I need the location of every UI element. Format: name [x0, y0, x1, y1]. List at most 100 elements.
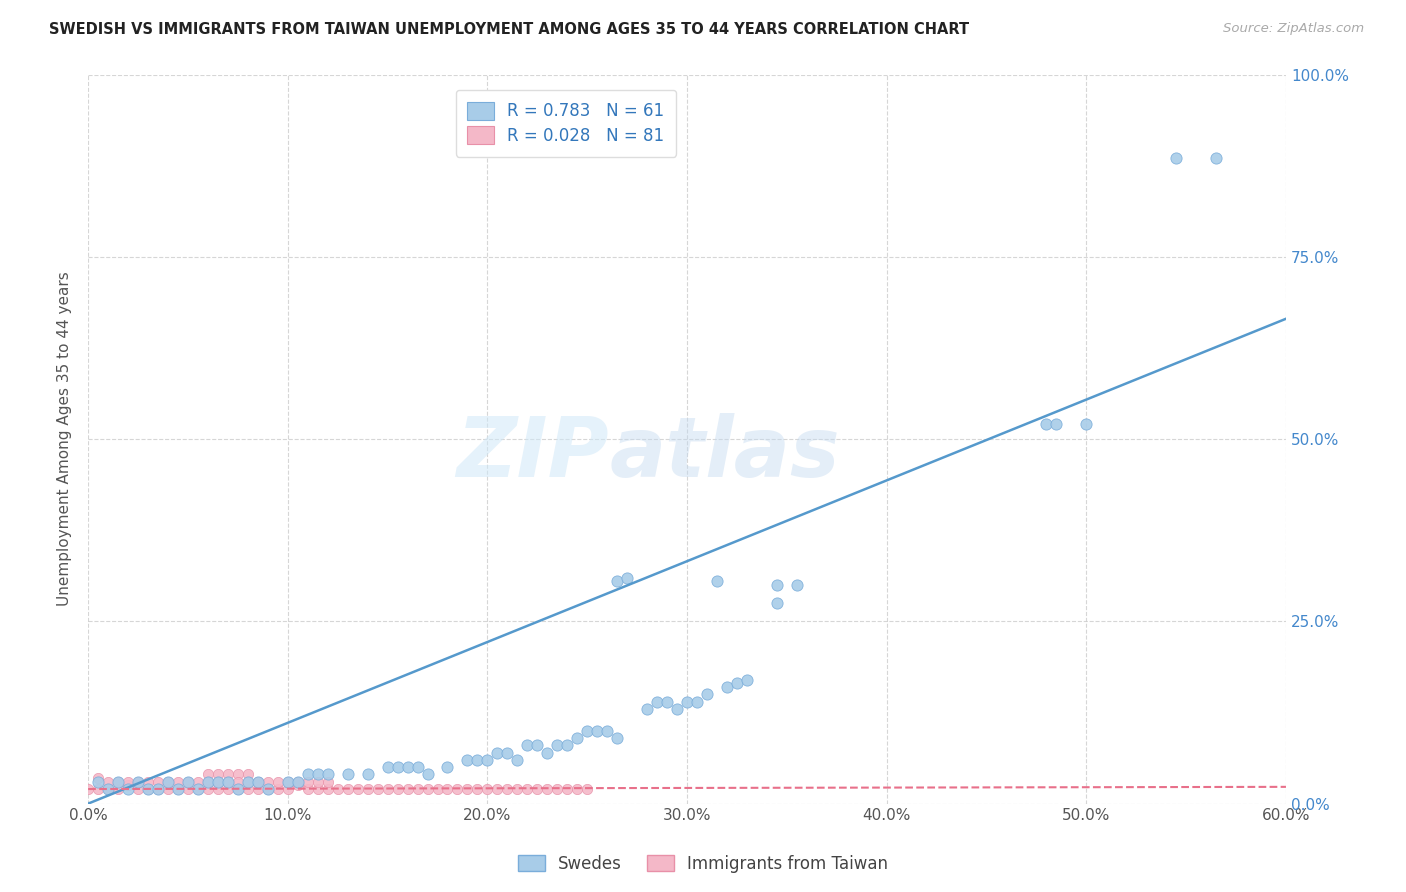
- Point: [217, 774, 239, 789]
- Point: [87, 774, 110, 789]
- Point: [316, 782, 339, 797]
- Point: [107, 774, 129, 789]
- Point: [97, 782, 120, 797]
- Point: [645, 694, 668, 708]
- Point: [387, 782, 409, 797]
- Point: [506, 782, 529, 797]
- Point: [406, 760, 429, 774]
- Point: [576, 723, 599, 738]
- Point: [127, 774, 149, 789]
- Point: [1035, 417, 1057, 432]
- Point: [456, 782, 478, 797]
- Point: [536, 782, 558, 797]
- Point: [117, 778, 139, 792]
- Point: [725, 676, 748, 690]
- Point: [655, 694, 678, 708]
- Point: [236, 767, 259, 781]
- Point: [307, 774, 329, 789]
- Point: [546, 782, 568, 797]
- Point: [287, 774, 309, 789]
- Point: [156, 774, 179, 789]
- Point: [606, 574, 628, 589]
- Point: [546, 739, 568, 753]
- Point: [766, 596, 789, 610]
- Point: [127, 774, 149, 789]
- Point: [1076, 417, 1098, 432]
- Point: [97, 774, 120, 789]
- Text: ZIP: ZIP: [457, 413, 609, 494]
- Point: [477, 753, 499, 767]
- Point: [236, 782, 259, 797]
- Point: [246, 774, 269, 789]
- Point: [167, 782, 190, 797]
- Point: [326, 782, 349, 797]
- Point: [127, 782, 149, 797]
- Point: [356, 782, 378, 797]
- Point: [426, 782, 449, 797]
- Point: [246, 774, 269, 789]
- Point: [177, 774, 200, 789]
- Point: [167, 782, 190, 797]
- Point: [446, 782, 468, 797]
- Point: [436, 782, 458, 797]
- Point: [506, 753, 529, 767]
- Point: [555, 782, 578, 797]
- Point: [226, 767, 249, 781]
- Point: [156, 774, 179, 789]
- Point: [77, 782, 100, 797]
- Point: [336, 767, 359, 781]
- Point: [346, 782, 368, 797]
- Legend: R = 0.783   N = 61, R = 0.028   N = 81: R = 0.783 N = 61, R = 0.028 N = 81: [456, 90, 676, 157]
- Point: [246, 774, 269, 789]
- Point: [735, 673, 758, 687]
- Point: [97, 782, 120, 797]
- Point: [636, 702, 658, 716]
- Point: [207, 774, 229, 789]
- Point: [187, 774, 209, 789]
- Point: [316, 774, 339, 789]
- Point: [567, 731, 589, 745]
- Point: [277, 774, 299, 789]
- Point: [616, 571, 638, 585]
- Point: [277, 774, 299, 789]
- Point: [297, 774, 319, 789]
- Point: [177, 774, 200, 789]
- Point: [117, 774, 139, 789]
- Point: [596, 723, 619, 738]
- Point: [287, 778, 309, 792]
- Point: [307, 767, 329, 781]
- Point: [576, 782, 599, 797]
- Point: [606, 731, 628, 745]
- Point: [716, 680, 738, 694]
- Point: [146, 774, 169, 789]
- Point: [217, 767, 239, 781]
- Text: atlas: atlas: [609, 413, 839, 494]
- Y-axis label: Unemployment Among Ages 35 to 44 years: Unemployment Among Ages 35 to 44 years: [58, 272, 72, 607]
- Point: [396, 782, 419, 797]
- Point: [436, 760, 458, 774]
- Point: [187, 782, 209, 797]
- Point: [486, 782, 509, 797]
- Point: [416, 782, 439, 797]
- Point: [156, 782, 179, 797]
- Point: [555, 739, 578, 753]
- Point: [246, 782, 269, 797]
- Point: [297, 782, 319, 797]
- Point: [256, 782, 278, 797]
- Point: [706, 574, 728, 589]
- Point: [226, 782, 249, 797]
- Point: [267, 774, 290, 789]
- Point: [496, 746, 519, 760]
- Point: [146, 782, 169, 797]
- Point: [136, 782, 159, 797]
- Point: [356, 767, 378, 781]
- Point: [146, 782, 169, 797]
- Point: [696, 687, 718, 701]
- Point: [107, 774, 129, 789]
- Point: [107, 782, 129, 797]
- Point: [526, 739, 548, 753]
- Point: [766, 578, 789, 592]
- Point: [416, 767, 439, 781]
- Point: [256, 782, 278, 797]
- Point: [217, 774, 239, 789]
